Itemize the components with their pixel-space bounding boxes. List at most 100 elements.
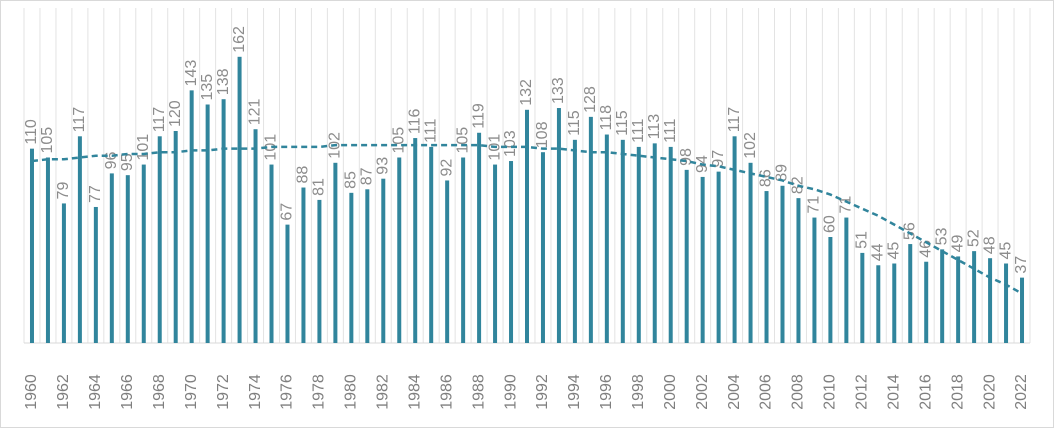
bar [908, 244, 913, 343]
data-label: 133 [550, 77, 567, 104]
bar [556, 108, 561, 344]
data-label: 44 [870, 243, 887, 261]
data-label: 135 [199, 74, 216, 101]
data-label: 71 [838, 196, 855, 214]
data-label: 71 [806, 196, 823, 214]
bar [269, 164, 274, 343]
bar [572, 139, 577, 343]
x-tick-label: 1986 [438, 374, 455, 410]
bar [636, 146, 641, 343]
x-tick-label: 1972 [215, 374, 232, 410]
data-label: 49 [949, 235, 966, 253]
data-label: 115 [614, 110, 631, 136]
bar [812, 217, 817, 343]
bar [764, 191, 769, 343]
bar [333, 162, 338, 343]
data-label: 97 [710, 150, 727, 168]
x-tick-label: 1974 [247, 374, 264, 410]
data-label: 128 [582, 86, 599, 113]
bar [205, 104, 210, 343]
bar [860, 252, 865, 343]
data-label: 113 [646, 114, 663, 140]
x-tick-label: 2016 [917, 374, 934, 410]
data-label: 51 [854, 231, 871, 249]
data-label: 111 [422, 118, 439, 142]
x-tick-label: 1998 [630, 374, 647, 410]
data-label: 105 [39, 127, 56, 154]
x-tick-label: 2018 [949, 374, 966, 410]
data-label: 105 [390, 127, 407, 154]
data-label: 45 [885, 242, 902, 260]
x-tick-label: 1976 [279, 374, 296, 410]
bar [93, 206, 98, 343]
x-tick-label: 2002 [694, 374, 711, 410]
x-tick-label: 1964 [87, 374, 104, 410]
data-label: 89 [774, 164, 791, 182]
bar [253, 129, 258, 343]
data-label: 86 [758, 169, 775, 187]
x-tick-label: 1962 [55, 374, 72, 410]
data-label: 56 [901, 222, 918, 240]
data-label: 85 [343, 171, 360, 189]
bar [892, 263, 897, 343]
x-tick-label: 2008 [790, 374, 807, 410]
bar [189, 90, 194, 343]
bar [780, 185, 785, 343]
bar [924, 261, 929, 343]
x-tick-label: 1992 [534, 374, 551, 410]
bar [828, 237, 833, 343]
bar [77, 136, 82, 343]
data-label: 111 [630, 118, 647, 142]
x-tick-label: 1996 [598, 374, 615, 410]
data-label: 138 [215, 68, 232, 95]
bar [61, 203, 66, 343]
bar [844, 217, 849, 343]
x-tick-label: 1966 [119, 374, 136, 410]
data-label: 87 [359, 167, 376, 185]
x-tick-label: 1980 [343, 374, 360, 410]
bar [1004, 263, 1009, 343]
bar [237, 56, 242, 344]
x-tick-label: 1968 [151, 374, 168, 410]
x-tick-label: 2014 [885, 374, 902, 410]
data-label: 102 [742, 132, 759, 159]
data-label: 117 [726, 107, 743, 133]
bar [732, 136, 737, 343]
bar [109, 173, 114, 343]
x-tick-label: 1960 [23, 374, 40, 410]
bar [684, 169, 689, 343]
bar [141, 164, 146, 343]
x-tick-label: 1988 [470, 374, 487, 410]
bar [45, 157, 50, 343]
data-label: 67 [279, 203, 296, 221]
bar [652, 143, 657, 343]
bar [1020, 277, 1025, 343]
bar [493, 164, 498, 343]
data-label: 116 [406, 108, 423, 134]
bar [509, 161, 514, 343]
data-label: 143 [183, 60, 200, 87]
data-label: 117 [151, 107, 168, 133]
bar [956, 256, 961, 343]
data-label: 105 [454, 127, 471, 154]
bar [365, 189, 370, 343]
data-label: 93 [375, 157, 392, 175]
bar [940, 249, 945, 343]
data-label: 77 [87, 185, 104, 203]
bar [668, 146, 673, 343]
data-label: 88 [295, 166, 312, 184]
x-tick-label: 1984 [406, 374, 423, 410]
data-label: 45 [997, 242, 1014, 260]
bar [876, 265, 881, 343]
x-tick-label: 2004 [726, 374, 743, 410]
data-label: 52 [965, 229, 982, 247]
bar [29, 148, 34, 343]
data-label: 111 [662, 118, 679, 142]
bar [285, 224, 290, 343]
bar [972, 251, 977, 343]
data-label: 162 [231, 26, 248, 53]
data-label: 48 [981, 236, 998, 254]
bar [796, 198, 801, 343]
data-label: 108 [534, 121, 551, 148]
